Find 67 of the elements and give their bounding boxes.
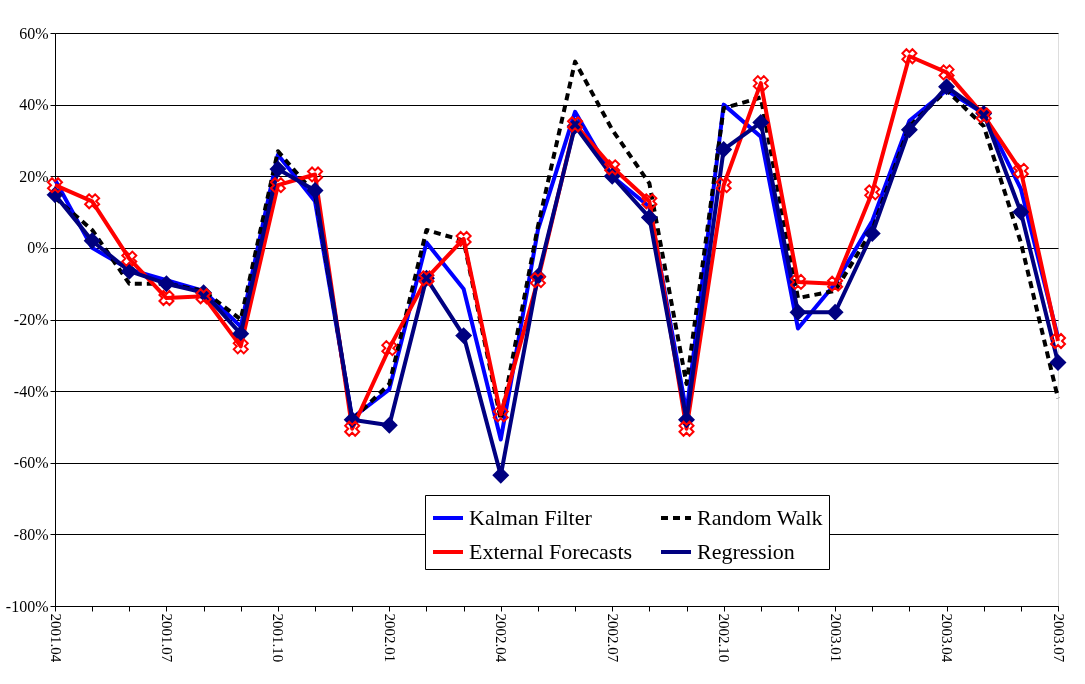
point: [269, 161, 286, 178]
x-tick-label: 2001.10: [270, 613, 287, 663]
x-tick-label: 2003.07: [1050, 613, 1067, 663]
point: [529, 272, 546, 289]
x-tick-label: 2003.04: [939, 613, 956, 663]
y-tick-label: -40%: [13, 382, 49, 400]
legend-label: Regression: [697, 539, 795, 564]
point: [232, 338, 249, 355]
x-tick-label: 2002.04: [493, 613, 510, 663]
x-tick-label: 2002.07: [604, 613, 621, 663]
point: [641, 193, 658, 210]
point: [121, 250, 138, 267]
point: [789, 304, 807, 321]
x-tick-label: 2002.10: [716, 613, 733, 663]
x-tick-label: 2001.04: [47, 613, 64, 663]
x-tick-label: 2001.07: [158, 613, 175, 663]
point: [901, 48, 918, 65]
point: [827, 304, 844, 321]
point: [344, 420, 361, 437]
point: [232, 325, 249, 342]
legend-label: Random Walk: [697, 505, 823, 530]
y-tick-label: -20%: [13, 311, 49, 328]
point: [121, 263, 138, 280]
point: [715, 141, 732, 158]
y-tick-label: -100%: [5, 597, 49, 615]
point: [306, 182, 324, 199]
point: [492, 467, 509, 484]
point: [1050, 332, 1066, 349]
point: [307, 166, 324, 183]
point: [455, 327, 472, 344]
point: [1049, 354, 1067, 371]
point: [1012, 203, 1029, 221]
point: [84, 193, 101, 210]
point: [455, 230, 472, 247]
point: [715, 177, 732, 194]
point: [678, 420, 695, 437]
point: [901, 121, 918, 138]
y-tick-label: -60%: [13, 454, 49, 472]
point: [752, 75, 769, 92]
y-tick-label: 20%: [19, 167, 49, 185]
y-tick-label: 60%: [19, 24, 49, 42]
point: [864, 184, 881, 201]
point: [938, 78, 955, 95]
y-tick-label: 40%: [19, 96, 49, 114]
legend-label: Kalman Filter: [469, 505, 593, 530]
point: [604, 159, 621, 176]
point: [641, 209, 658, 226]
point: [158, 275, 175, 292]
point: [827, 275, 844, 292]
point: [752, 114, 769, 131]
point: [47, 177, 63, 194]
point: [269, 177, 286, 194]
legend-label: External Forecasts: [469, 539, 633, 564]
point: [938, 64, 955, 81]
x-tick-label: 2002.01: [381, 613, 398, 663]
point: [195, 288, 212, 305]
y-tick-label: -80%: [13, 525, 49, 543]
y-tick-label: 0%: [27, 239, 49, 257]
point: [789, 273, 806, 290]
point: [381, 340, 398, 357]
x-tick-label: 2003.01: [827, 613, 844, 663]
point: [864, 225, 881, 242]
point: [381, 417, 398, 434]
point: [158, 290, 175, 307]
point: [84, 232, 101, 249]
point: [1012, 162, 1029, 179]
point: [492, 406, 509, 423]
